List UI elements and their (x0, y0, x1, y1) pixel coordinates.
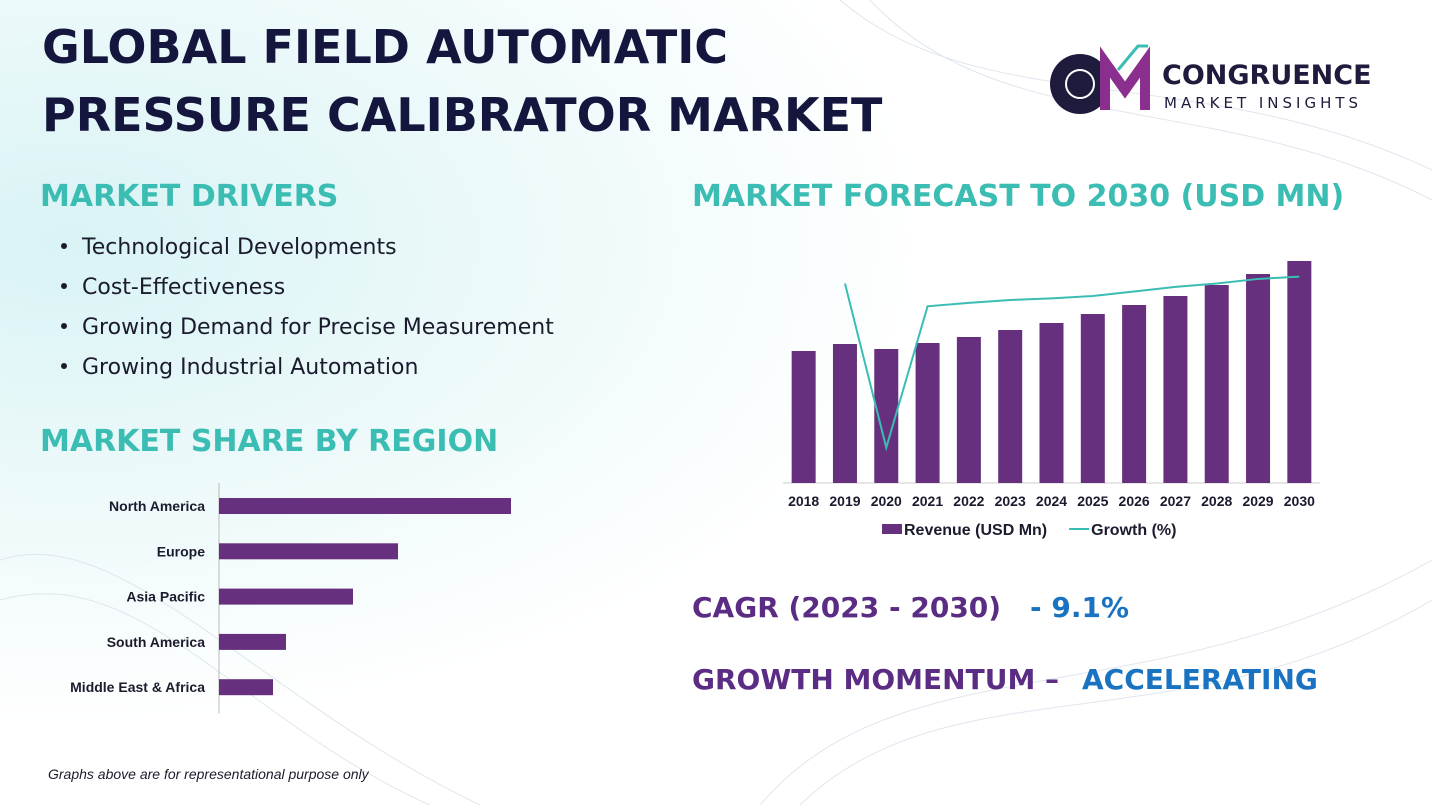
x-tick-label: 2030 (1284, 493, 1315, 509)
logo-arrow (1116, 44, 1148, 71)
bar (832, 344, 857, 483)
x-tick-label: 2021 (912, 493, 943, 509)
momentum-label: GROWTH MOMENTUM – (692, 663, 1059, 696)
category-label: South America (107, 634, 205, 650)
section-heading: MARKET DRIVERS (40, 179, 338, 214)
x-tick-label: 2022 (953, 493, 984, 509)
section-heading: MARKET SHARE BY REGION (40, 424, 498, 459)
driver-item: Cost-Effectiveness (82, 275, 285, 300)
category-label: North America (109, 498, 205, 514)
x-tick-label: 2018 (788, 493, 819, 509)
logo-name: CONGRUENCE (1162, 60, 1372, 91)
bullet (61, 283, 67, 289)
title-line: PRESSURE CALIBRATOR MARKET (42, 88, 883, 142)
bar (1163, 296, 1188, 483)
bar (1080, 314, 1105, 483)
title-line: GLOBAL FIELD AUTOMATIC (42, 20, 728, 74)
bar (219, 498, 511, 514)
x-tick-label: 2026 (1119, 493, 1150, 509)
logo-m (1100, 46, 1150, 110)
category-label: Europe (157, 543, 205, 559)
bullet (61, 243, 67, 249)
x-tick-label: 2027 (1160, 493, 1191, 509)
legend-label: Revenue (USD Mn) (904, 522, 1047, 539)
bar (1246, 274, 1271, 483)
x-tick-label: 2020 (871, 493, 902, 509)
bar (791, 351, 816, 483)
bar (956, 337, 981, 483)
bar (1122, 305, 1147, 483)
logo-globe (1050, 54, 1110, 114)
logo-tagline: MARKET INSIGHTS (1164, 94, 1362, 112)
bar (219, 588, 353, 605)
momentum-value: ACCELERATING (1082, 663, 1318, 696)
driver-item: Technological Developments (81, 235, 397, 260)
category-label: Middle East & Africa (70, 679, 205, 695)
bar (219, 679, 273, 696)
growth-line (843, 275, 1300, 452)
bar (1039, 323, 1064, 483)
bar (219, 543, 398, 560)
bar (219, 633, 286, 650)
cagr-value: - 9.1% (1030, 591, 1129, 624)
bar (1287, 261, 1312, 483)
footnote: Graphs above are for representational pu… (48, 766, 370, 782)
bar (915, 343, 940, 483)
section-heading: MARKET FORECAST TO 2030 (USD MN) (692, 179, 1344, 214)
x-tick-label: 2025 (1077, 493, 1108, 509)
legend-swatch (882, 524, 902, 534)
logo-globe-lines (1065, 69, 1095, 99)
logo: CONGRUENCE MARKET INSIGHTS (1050, 44, 1372, 114)
cagr-label: CAGR (2023 - 2030) (692, 591, 1001, 624)
x-tick-label: 2023 (995, 493, 1026, 509)
x-tick-label: 2028 (1201, 493, 1232, 509)
legend-label: Growth (%) (1091, 522, 1176, 539)
driver-item: Growing Industrial Automation (82, 355, 418, 380)
bar (998, 330, 1023, 483)
bullet (61, 363, 67, 369)
x-tick-label: 2029 (1242, 493, 1273, 509)
driver-item: Growing Demand for Precise Measurement (82, 315, 554, 340)
bullet (61, 323, 67, 329)
x-tick-label: 2024 (1036, 493, 1067, 509)
bar (1204, 285, 1229, 483)
category-label: Asia Pacific (126, 589, 205, 605)
x-tick-label: 2019 (829, 493, 860, 509)
